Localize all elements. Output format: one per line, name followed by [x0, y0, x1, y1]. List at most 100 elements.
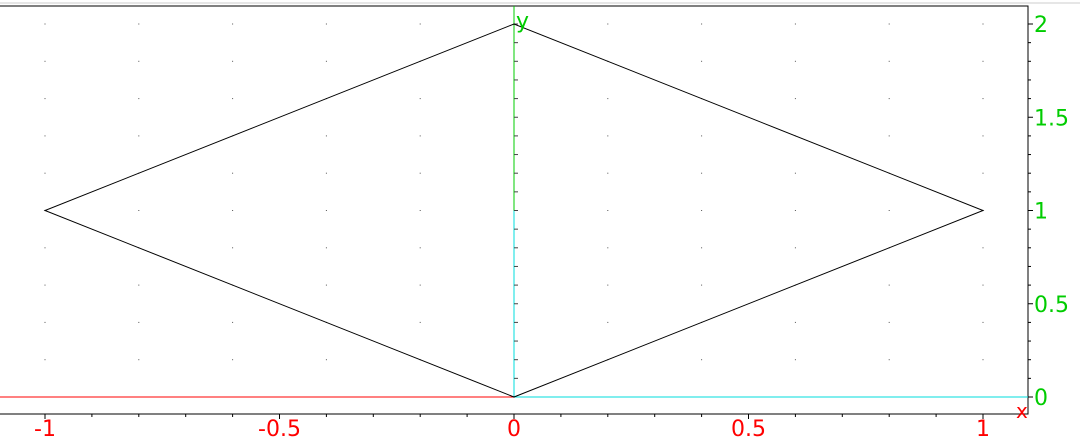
x-tick-label: 1 — [976, 417, 990, 440]
grid-dot — [419, 23, 421, 25]
grid-dot — [982, 172, 984, 174]
grid-dot — [888, 98, 890, 100]
grid-dot — [419, 284, 421, 286]
y-axis-name: y — [516, 9, 529, 34]
grid-dot — [982, 135, 984, 137]
series-point — [44, 209, 46, 212]
grid-dot — [982, 284, 984, 286]
y-tick-label: 0 — [1034, 386, 1048, 411]
grid-dot — [232, 359, 234, 361]
grid-dot — [982, 359, 984, 361]
grid-dot — [701, 210, 703, 211]
grid-dot — [138, 23, 140, 25]
grid-dot — [794, 98, 796, 100]
grid-dot — [419, 98, 421, 100]
grid-dot — [607, 135, 609, 137]
grid-dot — [607, 247, 609, 249]
series-point — [513, 396, 515, 398]
tick-labels: -1 -0.5 0 0.5 1 0 0.5 1 1.5 2 y x — [34, 9, 1069, 440]
x-axis-name: x — [1016, 399, 1028, 423]
grid-dot — [982, 60, 984, 62]
grid-dot — [794, 247, 796, 249]
grid-dot — [794, 60, 796, 62]
y-tick-label: 1.5 — [1034, 106, 1069, 131]
grid-dot — [232, 321, 234, 323]
grid-dot — [44, 135, 46, 137]
x-tick-label: -0.5 — [258, 417, 301, 440]
grid-dot — [232, 172, 234, 174]
grid-dot — [138, 359, 140, 361]
grid-dot — [44, 172, 46, 174]
grid-dot — [982, 321, 984, 323]
series-point — [982, 209, 984, 212]
grid-dot — [701, 247, 703, 249]
grid-dot — [419, 135, 421, 137]
grid-dot — [888, 210, 890, 211]
grid-dot — [138, 135, 140, 137]
grid-dot — [607, 23, 609, 25]
grid-dot — [325, 135, 327, 137]
grid-dot — [701, 172, 703, 174]
grid-dot — [701, 23, 703, 25]
grid-dot — [138, 98, 140, 100]
grid-dot — [419, 210, 421, 211]
y-tick-label: 0.5 — [1034, 293, 1069, 318]
grid-dot — [44, 98, 46, 100]
grid-dot — [794, 321, 796, 323]
grid-dot — [44, 359, 46, 361]
grid-dot — [138, 284, 140, 286]
grid-dot — [607, 321, 609, 323]
grid-dot — [794, 210, 796, 211]
grid-dot — [701, 60, 703, 62]
grid-dot — [607, 210, 609, 211]
grid-dot — [44, 284, 46, 286]
grid-dot — [888, 23, 890, 25]
grid-dot — [701, 359, 703, 361]
grid-dot — [325, 210, 327, 211]
grid-dot — [607, 172, 609, 174]
grid-dot — [701, 284, 703, 286]
grid-dot — [794, 23, 796, 25]
grid-dot — [794, 359, 796, 361]
y-tick-label: 2 — [1034, 13, 1048, 38]
grid-dot — [325, 359, 327, 361]
grid-dot — [982, 23, 984, 25]
grid-dot — [44, 247, 46, 249]
grid-dot — [888, 321, 890, 323]
grid-dot — [888, 359, 890, 361]
grid-dot — [44, 60, 46, 62]
grid-dot — [419, 247, 421, 249]
grid-dot — [325, 60, 327, 62]
grid-dot — [232, 247, 234, 249]
grid-dot — [138, 60, 140, 62]
grid-dot — [232, 23, 234, 25]
grid-dot — [419, 321, 421, 323]
grid-dot — [888, 284, 890, 286]
axes — [0, 2, 1080, 419]
grid-dot — [232, 60, 234, 62]
x-tick-label: 0 — [507, 417, 521, 440]
grid-dot — [138, 321, 140, 323]
grid-dot — [419, 172, 421, 174]
grid-dot — [982, 98, 984, 100]
grid-dot — [325, 23, 327, 25]
x-tick-label: -1 — [34, 417, 56, 440]
grid-dot — [888, 135, 890, 137]
grid-dot — [325, 284, 327, 286]
grid-dot — [232, 210, 234, 211]
grid-dot — [701, 135, 703, 137]
y-tick-label: 1 — [1034, 200, 1048, 225]
grid-dot — [607, 98, 609, 100]
series-layer — [43, 23, 985, 398]
grid-dot — [44, 321, 46, 323]
grid-dot — [888, 60, 890, 62]
grid-dot — [325, 247, 327, 249]
grid-dot — [794, 172, 796, 174]
x-tick-label: 0.5 — [731, 417, 766, 440]
grid-dot — [982, 247, 984, 249]
grid-dot — [607, 284, 609, 286]
grid-dot — [325, 172, 327, 174]
grid-dot — [232, 98, 234, 100]
